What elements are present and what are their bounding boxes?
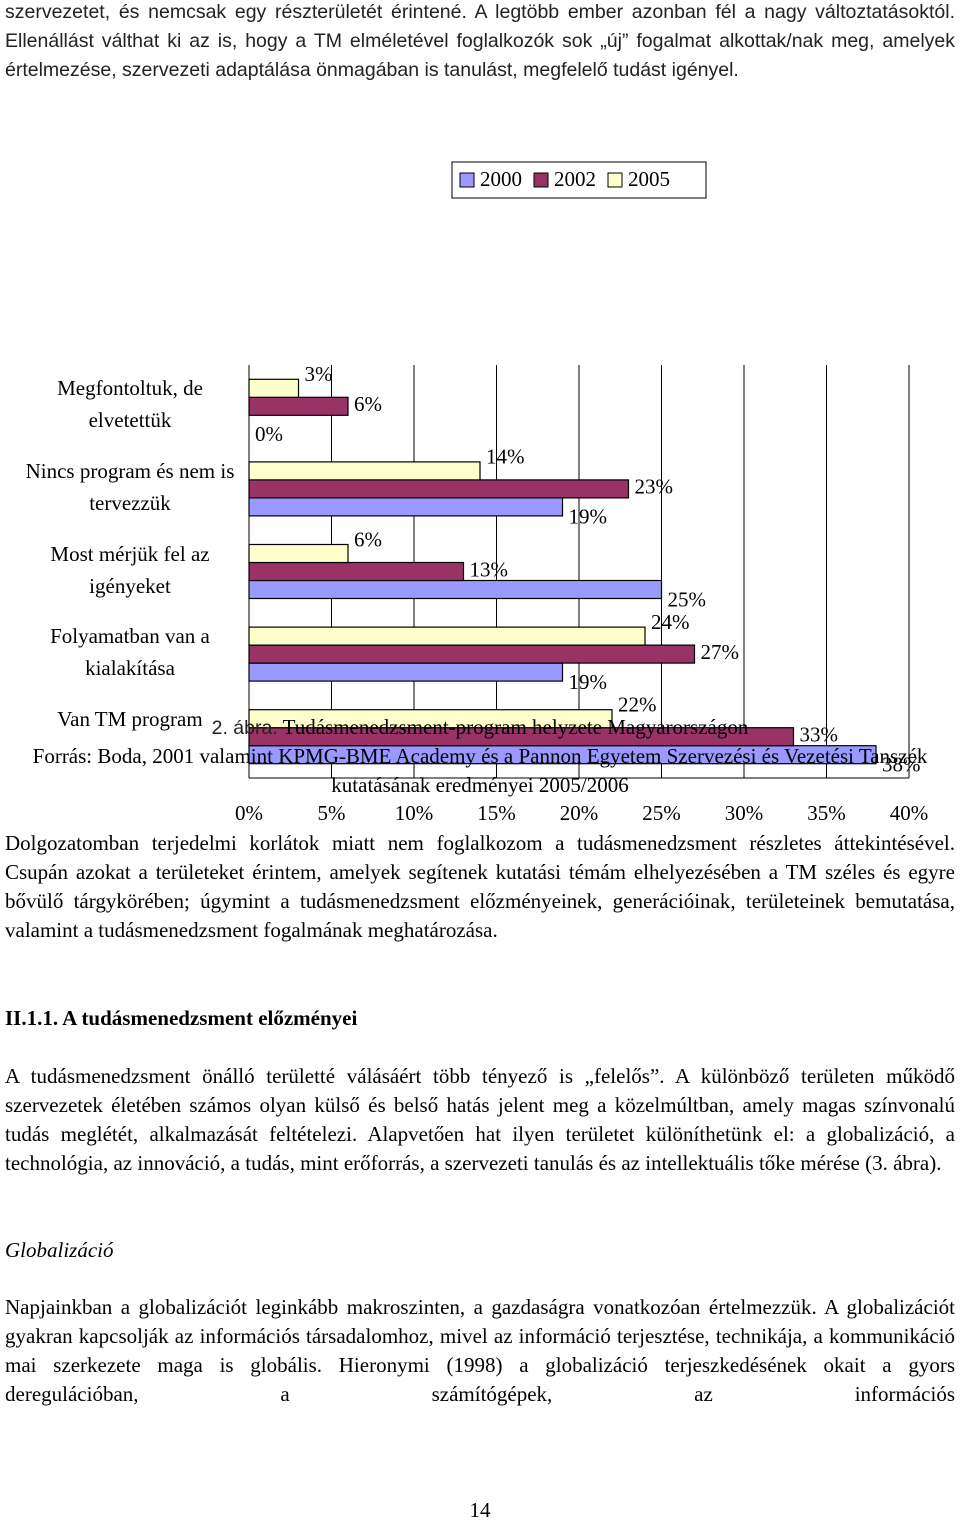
x-tick-label: 30% bbox=[725, 801, 764, 825]
caption-title: Tudásmenedzsment-program helyzete Magyar… bbox=[282, 715, 749, 739]
data-label: 13% bbox=[470, 557, 509, 581]
category-label: Most mérjük fel az igényeket bbox=[50, 541, 210, 598]
data-label: 27% bbox=[701, 640, 740, 664]
x-tick-label: 0% bbox=[235, 801, 263, 825]
paragraph: Dolgozatomban terjedelmi korlátok miatt … bbox=[5, 831, 955, 942]
x-tick-label: 35% bbox=[807, 801, 846, 825]
bar bbox=[248, 561, 465, 582]
bar bbox=[248, 461, 481, 481]
bar bbox=[248, 662, 564, 682]
data-label: 3% bbox=[305, 362, 333, 386]
x-tick-label: 40% bbox=[890, 801, 929, 825]
data-label: 22% bbox=[618, 693, 657, 717]
data-label: 25% bbox=[668, 587, 707, 611]
legend-label: 2000 bbox=[480, 167, 522, 191]
category-label: Van TM program bbox=[57, 706, 203, 731]
legend-swatch bbox=[459, 172, 475, 188]
bar bbox=[248, 497, 564, 517]
bar bbox=[248, 626, 646, 646]
data-label: 23% bbox=[635, 475, 674, 499]
paragraph: A tudásmenedzsment önálló területté válá… bbox=[5, 1064, 955, 1175]
x-tick-label: 5% bbox=[318, 801, 346, 825]
data-label: 38% bbox=[882, 753, 921, 777]
x-tick-label: 15% bbox=[477, 801, 516, 825]
data-label: 6% bbox=[354, 527, 382, 551]
data-label: 19% bbox=[569, 505, 608, 529]
bar bbox=[248, 479, 630, 499]
bar bbox=[248, 644, 696, 664]
data-label: 0% bbox=[255, 422, 283, 446]
bar bbox=[248, 396, 349, 416]
paragraph: Napjainkban a globalizációt leginkább ma… bbox=[5, 1295, 955, 1406]
category-label: Nincs program és nem is tervezzük bbox=[25, 458, 235, 515]
legend-label: 2002 bbox=[554, 167, 596, 191]
caption-label: 2. ábra. bbox=[211, 717, 278, 739]
x-tick-label: 20% bbox=[560, 801, 599, 825]
heading: II.1.1. A tudásmenedzsment előzményei bbox=[5, 1006, 358, 1030]
bar bbox=[248, 579, 663, 600]
top-paragraph: szervezetet, és nemcsak egy részterületé… bbox=[5, 1, 955, 81]
chart: 0% 5% 10% 15% 20% 25% 30% 35% 40% 0% 6% 3% 19% 23% 14%… bbox=[235, 161, 929, 825]
data-label: 24% bbox=[651, 610, 690, 634]
x-tick-label: 10% bbox=[395, 801, 434, 825]
subheading: Globalizáció bbox=[5, 1238, 114, 1262]
data-label: 14% bbox=[486, 445, 525, 469]
bar bbox=[248, 378, 300, 398]
data-label: 33% bbox=[800, 723, 839, 747]
legend-swatch bbox=[533, 172, 549, 188]
bar bbox=[248, 709, 613, 729]
data-label: 6% bbox=[354, 392, 382, 416]
legend-swatch bbox=[607, 172, 623, 188]
legend-box bbox=[451, 161, 707, 199]
caption-source: Forrás: Boda, 2001 valamint KPMG-BME Aca… bbox=[32, 744, 928, 797]
legend-label: 2005 bbox=[628, 167, 670, 191]
category-label: Folyamatban van a kialakítása bbox=[50, 624, 210, 681]
data-label: 19% bbox=[569, 670, 608, 694]
x-tick-label: 25% bbox=[642, 801, 681, 825]
bar bbox=[248, 543, 349, 564]
category-label: Megfontoltuk, de elvetettük bbox=[57, 376, 203, 433]
figure-caption: 2. ábra. Tudásmenedzsment-program helyze… bbox=[5, 713, 955, 743]
page-number: 14 bbox=[469, 1498, 491, 1522]
